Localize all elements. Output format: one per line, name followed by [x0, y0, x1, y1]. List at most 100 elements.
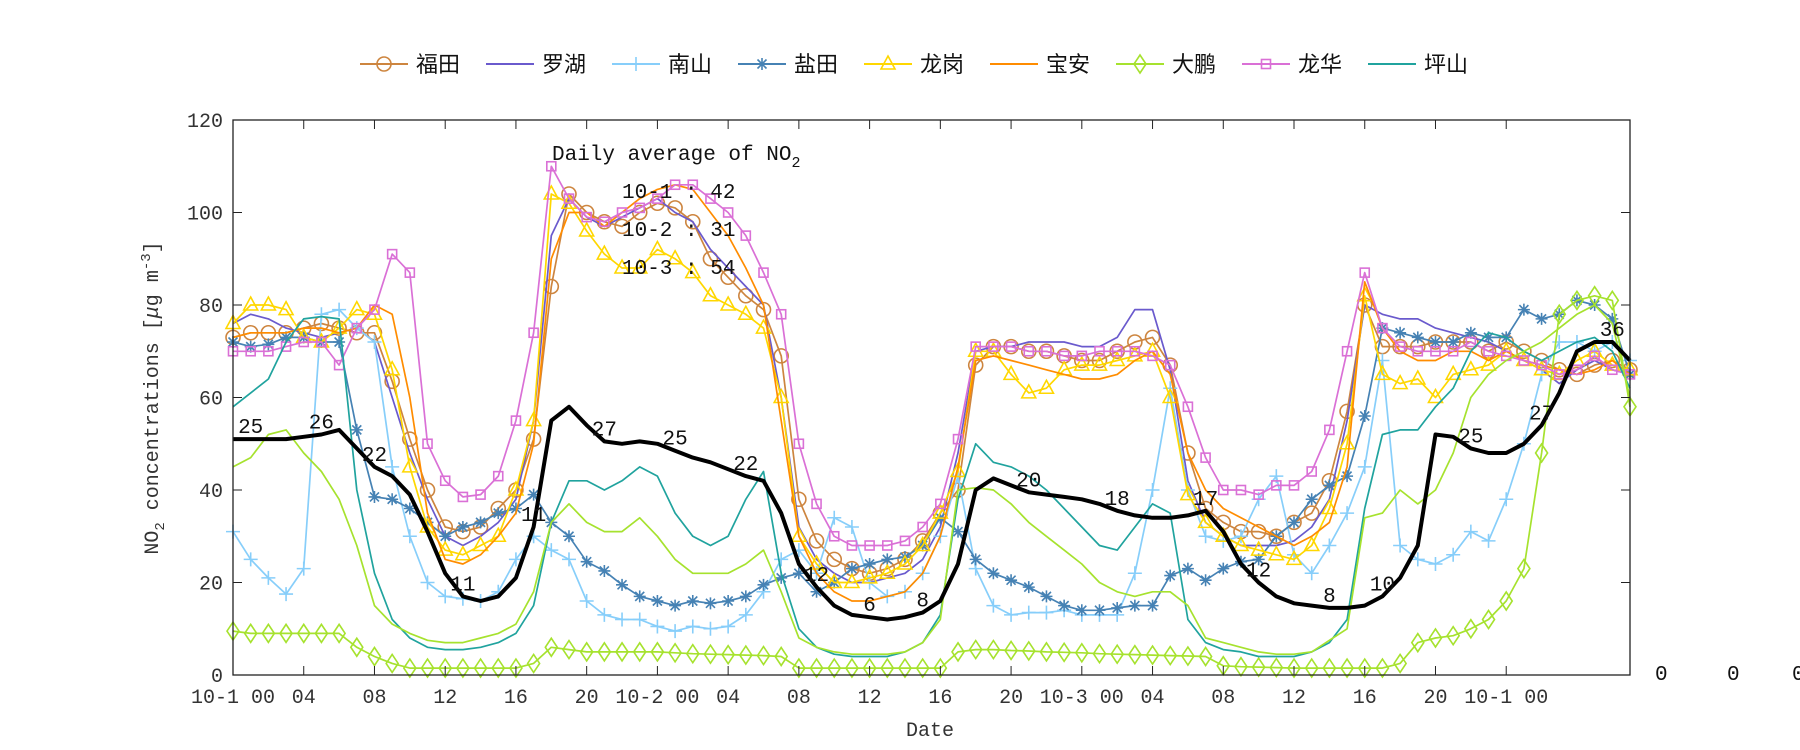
diamond-marker	[1057, 641, 1072, 663]
diamond-marker	[827, 657, 842, 679]
square-marker	[457, 491, 469, 503]
asterisk-marker	[368, 490, 381, 503]
diamond-marker	[385, 652, 400, 674]
diamond-marker	[1605, 289, 1620, 311]
mean-value-label: 25	[662, 429, 687, 452]
diamond-marker	[1410, 632, 1425, 654]
series-daily-mean	[233, 340, 1632, 622]
diamond-marker	[1481, 609, 1496, 630]
plus-marker	[1481, 533, 1496, 548]
square-marker	[1111, 345, 1123, 357]
diamond-marker	[774, 646, 789, 667]
asterisk-marker	[987, 567, 1000, 580]
asterisk-marker	[1111, 601, 1124, 614]
triangle-marker	[1391, 373, 1409, 390]
triangle-marker	[1232, 535, 1250, 552]
diamond-marker	[1340, 657, 1355, 679]
square-marker	[1377, 322, 1388, 334]
triangle-marker	[666, 249, 684, 265]
x-tick-label: 16	[1353, 687, 1377, 710]
asterisk-marker	[969, 553, 982, 566]
asterisk-marker	[1217, 562, 1230, 575]
asterisk-marker	[704, 597, 717, 610]
x-tick-label: 10-2 00	[615, 687, 699, 710]
asterisk-marker	[456, 521, 469, 533]
square-marker	[846, 540, 858, 551]
asterisk-marker	[350, 423, 363, 436]
series-line	[233, 165, 1631, 547]
circle-marker	[702, 250, 719, 267]
triangle-marker	[631, 258, 649, 274]
plus-marker	[844, 520, 859, 534]
diamond-marker	[1269, 657, 1284, 679]
plus-marker	[1552, 335, 1567, 349]
asterisk-marker	[262, 338, 275, 351]
asterisk-marker	[1464, 326, 1477, 339]
plus-marker	[1499, 492, 1514, 507]
mean-value-label: 12	[1246, 561, 1271, 584]
plus-marker	[1357, 459, 1372, 474]
triangle-marker	[1285, 549, 1303, 566]
mean-value-label: 36	[1600, 320, 1625, 343]
asterisk-marker	[509, 502, 522, 515]
circle-marker	[738, 287, 754, 304]
triangle-marker	[949, 461, 967, 478]
mean-value-label: 22	[362, 445, 387, 468]
diamond-marker	[1499, 590, 1514, 612]
plus-marker	[615, 612, 630, 627]
asterisk-marker	[421, 516, 434, 529]
asterisk-marker	[1517, 303, 1530, 316]
plus-marker	[402, 529, 417, 544]
square-marker	[687, 179, 699, 191]
mean-value-label: 12	[804, 565, 829, 588]
legend-item: 南山	[612, 53, 712, 78]
diamond-marker	[915, 657, 930, 679]
square-marker	[935, 498, 946, 510]
plus-marker	[986, 598, 1001, 613]
circle-marker	[1392, 338, 1408, 355]
plus-marker	[632, 612, 647, 627]
mean-value-label: 27	[1529, 403, 1554, 426]
circle-marker	[1268, 528, 1285, 545]
triangle-marker	[790, 526, 808, 543]
mean-value-label: 25	[1458, 426, 1483, 449]
asterisk-marker	[633, 590, 646, 603]
asterisk-marker	[1535, 312, 1548, 325]
plus-marker	[279, 587, 294, 602]
triangle-marker	[878, 563, 896, 580]
diamond-marker	[1233, 656, 1248, 678]
diamond-marker	[1004, 640, 1019, 661]
mean-value-label: 18	[1105, 489, 1130, 512]
legend-item: 龙岗	[864, 53, 964, 78]
legend-label: 大鹏	[1172, 53, 1216, 78]
legend-item: 大鹏	[1116, 53, 1216, 78]
asterisk-marker	[1005, 574, 1018, 587]
square-marker	[475, 489, 486, 500]
diamond-marker	[279, 622, 294, 644]
mean-value-label: 20	[1016, 470, 1041, 493]
square-marker	[740, 230, 752, 241]
triangle-marker	[1409, 369, 1427, 385]
series-line	[232, 183, 1631, 602]
y-tick-label: 40	[199, 481, 223, 504]
legend-label: 宝安	[1046, 53, 1090, 78]
diamond-marker	[1039, 641, 1054, 663]
square-marker	[298, 336, 310, 348]
triangle-marker	[896, 554, 914, 570]
series-layer	[224, 160, 1639, 679]
square-marker	[351, 322, 363, 334]
square-marker	[828, 530, 840, 542]
diamond-marker	[455, 657, 470, 679]
square-marker	[1129, 345, 1141, 357]
square-marker	[758, 267, 769, 278]
asterisk-marker	[474, 516, 487, 529]
triangle-marker	[1108, 350, 1126, 367]
y-tick-label: 100	[187, 204, 223, 227]
square-marker	[510, 415, 522, 426]
plus-marker	[685, 619, 700, 634]
plus-marker	[1446, 547, 1461, 562]
triangle-marker	[967, 341, 985, 358]
triangle-marker	[719, 295, 737, 311]
annotation-line-3: 10-3 : 54	[622, 258, 735, 281]
asterisk-marker	[616, 578, 629, 591]
